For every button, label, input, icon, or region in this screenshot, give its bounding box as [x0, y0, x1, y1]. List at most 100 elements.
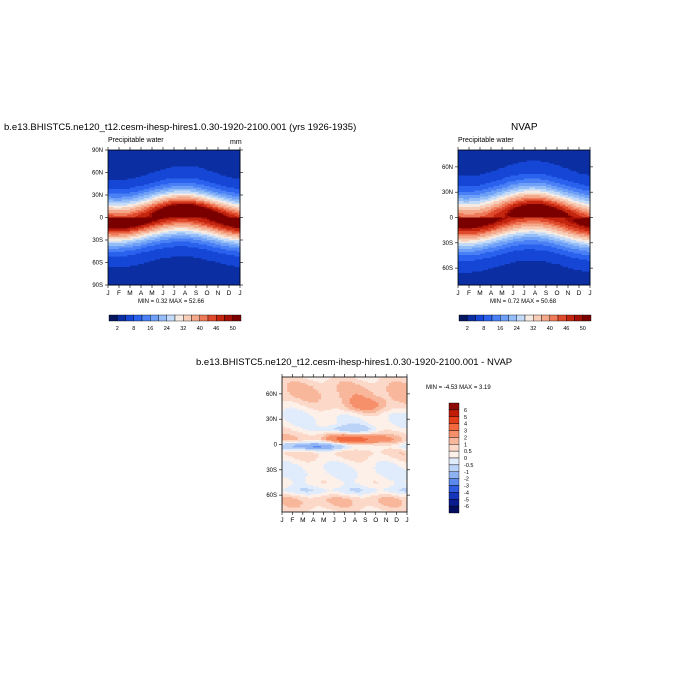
heatmap-cell [163, 213, 167, 215]
heatmap-cell [209, 154, 213, 157]
heatmap-cell [499, 165, 503, 167]
heatmap-cell [138, 166, 142, 169]
heatmap-cell [237, 180, 241, 182]
heatmap-cell [231, 210, 235, 212]
heatmap-cell [212, 192, 216, 194]
heatmap-cell [138, 273, 142, 275]
heatmap-cell [110, 220, 114, 223]
heatmap-cell [157, 172, 161, 175]
heatmap-cell [157, 222, 161, 224]
heatmap-cell [551, 156, 555, 158]
heatmap-cell [116, 220, 120, 223]
heatmap-cell [168, 246, 172, 248]
heatmap-cell [480, 166, 484, 169]
heatmap-cell [146, 160, 150, 163]
heatmap-cell [220, 228, 224, 230]
heatmap-cell [149, 210, 153, 212]
heatmap-cell [218, 223, 222, 226]
heatmap-cell [132, 195, 136, 197]
heatmap-cell [157, 174, 161, 176]
heatmap-cell [579, 160, 583, 163]
heatmap-cell [182, 211, 186, 214]
heatmap-cell [132, 247, 136, 250]
heatmap-cell [157, 181, 161, 184]
heatmap-cell [121, 178, 125, 181]
heatmap-cell [499, 150, 503, 152]
heatmap-cell [477, 160, 481, 163]
heatmap-cell [196, 204, 200, 206]
heatmap-cell [130, 255, 134, 257]
heatmap-cell [223, 268, 227, 271]
heatmap-cell [119, 160, 123, 163]
heatmap-cell [141, 213, 145, 215]
heatmap-cell [176, 238, 180, 241]
heatmap-cell [529, 150, 533, 152]
heatmap-cell [119, 150, 123, 152]
heatmap-cell [157, 157, 161, 160]
heatmap-cell [135, 237, 139, 239]
heatmap-cell [163, 199, 167, 202]
heatmap-cell [504, 153, 508, 155]
heatmap-cell [196, 214, 200, 217]
heatmap-cell [187, 211, 191, 214]
heatmap-cell [207, 196, 211, 199]
heatmap-cell [204, 187, 208, 190]
heatmap-cell [237, 205, 241, 208]
heatmap-cell [138, 244, 142, 247]
heatmap-cell [154, 283, 158, 286]
heatmap-cell [231, 259, 235, 262]
heatmap-cell [179, 199, 183, 202]
heatmap-cell [201, 166, 205, 169]
heatmap-cell [209, 216, 213, 218]
heatmap-cell [209, 249, 213, 251]
heatmap-cell [141, 280, 145, 283]
heatmap-cell [234, 255, 238, 257]
heatmap-cell [218, 204, 222, 206]
heatmap-cell [130, 210, 134, 212]
heatmap-cell [130, 217, 134, 220]
heatmap-cell [218, 258, 222, 260]
heatmap-cell [579, 157, 583, 160]
heatmap-cell [229, 280, 233, 283]
heatmap-cell [234, 279, 238, 281]
heatmap-cell [187, 240, 191, 242]
heatmap-cell [234, 187, 238, 190]
heatmap-cell [163, 205, 167, 208]
heatmap-cell [469, 153, 473, 155]
heatmap-cell [157, 276, 161, 278]
heatmap-cell [154, 184, 158, 187]
heatmap-cell [124, 193, 128, 196]
heatmap-cell [231, 270, 235, 272]
heatmap-cell [204, 171, 208, 173]
heatmap-cell [132, 202, 136, 205]
heatmap-cell [157, 171, 161, 173]
heatmap-cell [463, 160, 467, 163]
heatmap-cell [154, 271, 158, 274]
heatmap-cell [229, 273, 233, 275]
heatmap-cell [116, 253, 120, 256]
heatmap-cell [220, 235, 224, 238]
heatmap-cell [149, 244, 153, 247]
heatmap-cell [223, 208, 227, 211]
heatmap-cell [223, 282, 227, 284]
heatmap-cell [176, 253, 180, 256]
heatmap-cell [165, 283, 169, 286]
heatmap-cell [152, 243, 156, 245]
heatmap-cell [496, 151, 500, 154]
heatmap-cell [204, 198, 208, 200]
heatmap-cell [141, 202, 145, 205]
heatmap-cell [113, 232, 117, 235]
heatmap-cell [204, 268, 208, 271]
heatmap-cell [198, 214, 202, 217]
heatmap-cell [174, 274, 178, 277]
heatmap-cell [163, 265, 167, 268]
heatmap-cell [168, 198, 172, 200]
heatmap-cell [493, 162, 497, 164]
heatmap-cell [141, 256, 145, 259]
heatmap-cell [160, 160, 164, 163]
heatmap-cell [193, 175, 197, 178]
heatmap-cell [176, 208, 180, 211]
heatmap-cell [215, 151, 219, 154]
heatmap-cell [212, 270, 216, 272]
heatmap-cell [488, 154, 492, 157]
